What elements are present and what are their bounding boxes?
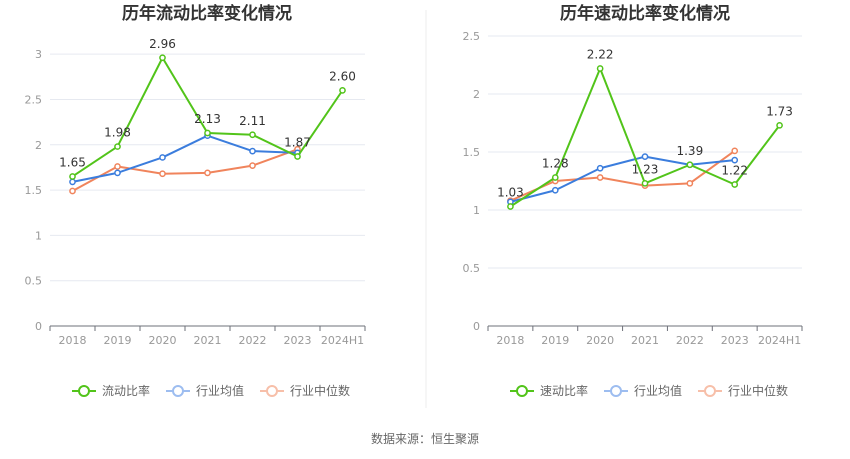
chart-panel-1: 历年流动比率变化情况 0 0.5 1 1.5 2 2.5 3 2018 2019 2020 2021 2… bbox=[25, 3, 366, 398]
data-point bbox=[507, 203, 514, 210]
y-tick-label: 0.5 bbox=[463, 262, 481, 275]
data-point bbox=[551, 174, 559, 181]
y-tick-label: 2 bbox=[473, 88, 480, 101]
data-point bbox=[731, 156, 739, 164]
legend-swatch-marker bbox=[266, 385, 278, 397]
data-point bbox=[596, 65, 604, 72]
y-tick-label: 0 bbox=[35, 320, 42, 333]
x-tick-label: 2022 bbox=[676, 334, 704, 347]
data-point bbox=[159, 54, 166, 62]
data-point bbox=[204, 169, 211, 177]
x-tick-label: 2024H1 bbox=[321, 334, 364, 347]
legend-swatch-marker bbox=[172, 385, 184, 397]
data-point bbox=[159, 154, 166, 161]
legend-swatch-marker bbox=[610, 385, 622, 397]
data-point bbox=[69, 173, 76, 180]
series-line bbox=[72, 148, 298, 192]
data-point bbox=[731, 181, 739, 188]
data-label: 1.03 bbox=[497, 186, 524, 200]
legend-item: 行业均值 bbox=[604, 383, 682, 398]
chart-title: 历年速动比率变化情况 bbox=[560, 3, 730, 24]
data-point bbox=[114, 163, 121, 170]
data-label: 1.65 bbox=[59, 155, 86, 169]
y-tick-label: 1.5 bbox=[25, 184, 43, 197]
data-label: 2.13 bbox=[194, 112, 221, 126]
x-tick-label: 2019 bbox=[104, 334, 132, 347]
data-label: 2.60 bbox=[329, 69, 356, 83]
x-tick-label: 2020 bbox=[586, 334, 614, 347]
legend-label: 速动比率 bbox=[540, 383, 588, 398]
data-point bbox=[596, 174, 604, 181]
legend-label: 行业均值 bbox=[196, 383, 244, 398]
legend-item: 行业中位数 bbox=[260, 383, 350, 398]
x-tick-label: 2021 bbox=[631, 334, 659, 347]
legend-swatch-marker bbox=[704, 385, 716, 397]
data-point bbox=[249, 147, 256, 155]
chart-panel-2: 历年速动比率变化情况 0 0.5 1 1.5 2 2.5 2018 2019 2020 2021 20… bbox=[463, 3, 803, 398]
y-tick-label: 2 bbox=[35, 139, 42, 152]
data-point bbox=[776, 121, 783, 129]
x-tick-label: 2018 bbox=[496, 334, 524, 347]
legend-item: 流动比率 bbox=[72, 383, 150, 398]
source-note: 数据来源：恒生聚源 bbox=[370, 432, 479, 446]
data-point bbox=[294, 153, 301, 160]
x-tick-label: 2020 bbox=[149, 334, 177, 347]
series-line bbox=[510, 155, 735, 203]
data-label: 1.28 bbox=[542, 157, 569, 171]
data-point bbox=[114, 169, 121, 177]
y-tick-label: 3 bbox=[35, 48, 42, 61]
data-label: 1.39 bbox=[676, 144, 703, 158]
data-point bbox=[69, 178, 76, 186]
x-tick-label: 2023 bbox=[284, 334, 312, 347]
data-point bbox=[686, 161, 694, 169]
data-point bbox=[551, 186, 559, 194]
data-point bbox=[69, 187, 76, 195]
y-tick-label: 1 bbox=[35, 229, 42, 242]
legend-item: 行业中位数 bbox=[698, 383, 788, 398]
data-label: 1.98 bbox=[104, 126, 131, 140]
x-tick-label: 2021 bbox=[194, 334, 222, 347]
legend-swatch-marker bbox=[78, 385, 90, 397]
data-point bbox=[641, 179, 649, 187]
y-tick-label: 1 bbox=[473, 204, 480, 217]
chart-title: 历年流动比率变化情况 bbox=[122, 3, 292, 24]
data-point bbox=[596, 164, 604, 172]
data-point bbox=[686, 179, 694, 187]
legend-label: 行业中位数 bbox=[728, 383, 788, 398]
legend-label: 流动比率 bbox=[102, 383, 150, 398]
data-label: 2.22 bbox=[587, 47, 614, 61]
data-label: 2.11 bbox=[239, 114, 266, 128]
data-point bbox=[114, 143, 121, 150]
series-line bbox=[72, 134, 298, 183]
y-tick-label: 2.5 bbox=[25, 93, 43, 106]
data-point bbox=[641, 153, 649, 160]
x-tick-label: 2022 bbox=[239, 334, 267, 347]
data-label: 1.87 bbox=[284, 136, 311, 150]
data-point bbox=[731, 147, 739, 155]
x-tick-label: 2023 bbox=[721, 334, 749, 347]
legend-swatch-marker bbox=[516, 385, 528, 397]
data-label: 1.23 bbox=[632, 162, 659, 176]
data-label: 1.22 bbox=[721, 163, 748, 177]
y-tick-label: 0.5 bbox=[25, 275, 43, 288]
legend-item: 行业均值 bbox=[166, 383, 244, 398]
y-tick-label: 1.5 bbox=[463, 146, 481, 159]
x-tick-label: 2019 bbox=[541, 334, 569, 347]
y-tick-label: 0 bbox=[473, 320, 480, 333]
data-point bbox=[204, 129, 211, 137]
data-point bbox=[249, 131, 256, 139]
data-point bbox=[339, 87, 346, 94]
legend-label: 行业均值 bbox=[634, 383, 682, 398]
data-label: 2.96 bbox=[149, 37, 176, 51]
charts-canvas: 历年流动比率变化情况 0 0.5 1 1.5 2 2.5 3 2018 2019 2020 2021 2… bbox=[25, 3, 803, 408]
legend-label: 行业中位数 bbox=[290, 383, 350, 398]
data-label: 1.73 bbox=[766, 104, 793, 118]
series-line bbox=[510, 150, 736, 202]
data-point bbox=[159, 170, 166, 178]
x-tick-label: 2018 bbox=[59, 334, 87, 347]
legend-item: 速动比率 bbox=[510, 383, 588, 398]
y-tick-label: 2.5 bbox=[463, 30, 481, 43]
data-point bbox=[249, 162, 256, 169]
x-tick-label: 2024H1 bbox=[758, 334, 801, 347]
